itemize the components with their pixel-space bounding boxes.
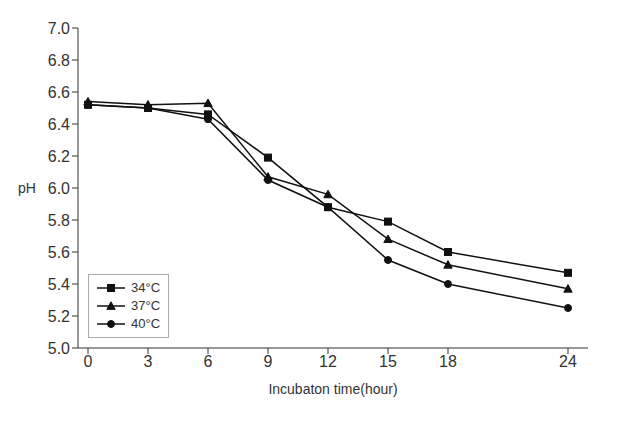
svg-text:15: 15 — [379, 353, 397, 370]
svg-text:5.4: 5.4 — [48, 276, 70, 293]
svg-text:6: 6 — [204, 353, 213, 370]
svg-text:6.8: 6.8 — [48, 52, 70, 69]
svg-text:24: 24 — [559, 353, 577, 370]
svg-text:5.8: 5.8 — [48, 212, 70, 229]
svg-text:pH: pH — [18, 180, 36, 196]
svg-text:3: 3 — [144, 353, 153, 370]
html-text:37°C: 37°C — [131, 298, 160, 313]
svg-text:5.2: 5.2 — [48, 308, 70, 325]
svg-text:12: 12 — [319, 353, 337, 370]
svg-text:Incubaton time(hour): Incubaton time(hour) — [268, 381, 397, 397]
svg-text:5.6: 5.6 — [48, 244, 70, 261]
svg-text:6.0: 6.0 — [48, 180, 70, 197]
html-text:40°C: 40°C — [131, 316, 160, 331]
svg-text:9: 9 — [264, 353, 273, 370]
svg-text:7.0: 7.0 — [48, 20, 70, 37]
svg-text:6.2: 6.2 — [48, 148, 70, 165]
svg-text:5.0: 5.0 — [48, 340, 70, 357]
svg-text:18: 18 — [439, 353, 457, 370]
svg-text:6.4: 6.4 — [48, 116, 70, 133]
html-text:34°C: 34°C — [131, 280, 160, 295]
svg-text:0: 0 — [84, 353, 93, 370]
svg-text:6.6: 6.6 — [48, 84, 70, 101]
